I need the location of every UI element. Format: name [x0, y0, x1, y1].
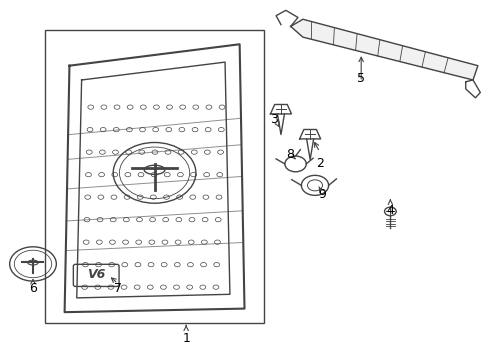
Text: V6: V6 [87, 268, 105, 281]
Text: 7: 7 [114, 283, 122, 296]
Text: 4: 4 [386, 204, 393, 217]
Text: 6: 6 [29, 283, 37, 296]
Text: 9: 9 [318, 188, 325, 201]
Bar [45, 30, 264, 323]
Text: 8: 8 [285, 148, 293, 161]
Text: 5: 5 [356, 72, 365, 85]
Polygon shape [290, 19, 477, 80]
Text: 3: 3 [269, 113, 277, 126]
Text: 2: 2 [315, 157, 323, 170]
Text: 1: 1 [182, 333, 190, 346]
